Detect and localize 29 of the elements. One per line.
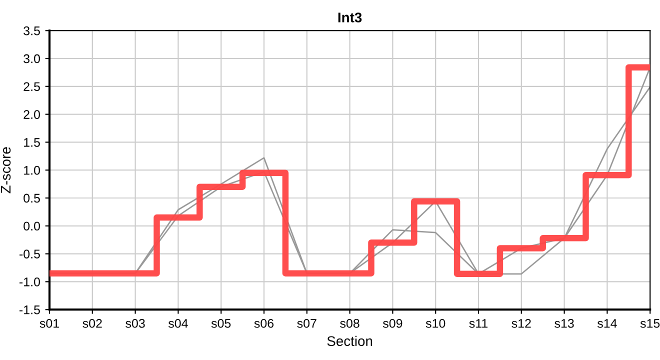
y-tick-label: 0.0 bbox=[24, 222, 40, 231]
x-tick-label: s13 bbox=[554, 318, 574, 328]
y-tick-label: 1.5 bbox=[24, 138, 40, 147]
y-tick-label: 2.5 bbox=[24, 82, 40, 92]
x-tick-label: s06 bbox=[254, 318, 274, 328]
chart-title: Int3 bbox=[338, 12, 362, 22]
x-tick-label: s09 bbox=[382, 318, 402, 328]
y-tick-label: 1.0 bbox=[24, 166, 40, 175]
y-axis-title: Z-score bbox=[0, 147, 11, 194]
y-tick-label: -1.0 bbox=[19, 278, 40, 286]
x-tick-label: s02 bbox=[82, 318, 102, 328]
x-tick-label: s03 bbox=[126, 318, 145, 328]
y-tick-label: -1.5 bbox=[19, 306, 40, 314]
y-tick-label: 3.0 bbox=[24, 54, 40, 64]
y-tick-label: 2.0 bbox=[24, 110, 40, 119]
y-tick-label: 3.5 bbox=[24, 26, 40, 36]
x-tick-label: s11 bbox=[469, 319, 488, 328]
x-tick-label: s07 bbox=[297, 318, 316, 328]
x-axis-title: Section bbox=[327, 336, 372, 346]
x-tick-label: s01 bbox=[40, 318, 59, 328]
x-tick-label: s14 bbox=[597, 319, 617, 328]
x-tick-label: s10 bbox=[426, 318, 446, 328]
y-tick-label: 0.5 bbox=[24, 194, 40, 203]
y-tick-label: -0.5 bbox=[19, 250, 40, 258]
x-tick-label: s05 bbox=[211, 318, 231, 328]
x-tick-label: s15 bbox=[640, 319, 660, 328]
x-tick-label: s12 bbox=[512, 318, 531, 328]
x-tick-label: s04 bbox=[168, 318, 188, 328]
x-tick-label: s08 bbox=[340, 318, 360, 328]
